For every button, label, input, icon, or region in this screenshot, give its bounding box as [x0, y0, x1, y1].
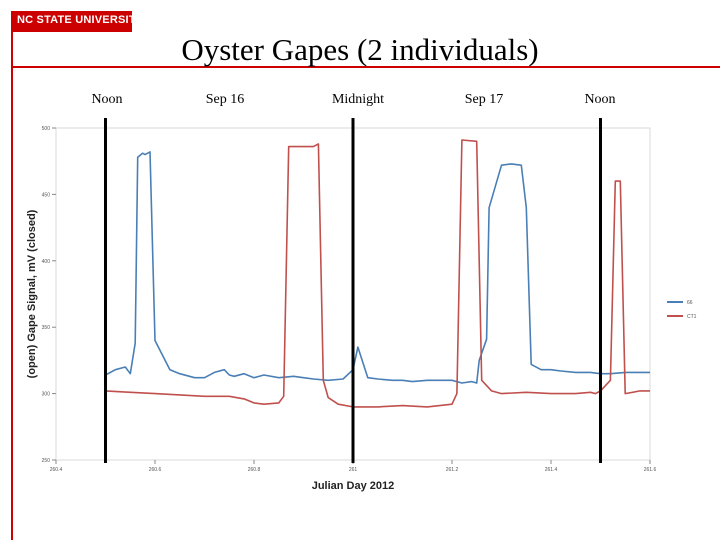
- left-accent-bar: [11, 32, 13, 540]
- y-tick-label: 300: [42, 392, 51, 398]
- x-tick-label: 260.4: [50, 467, 63, 473]
- time-label-sep-17: Sep 17: [464, 92, 504, 107]
- x-tick-label: 261.2: [446, 467, 459, 473]
- time-label-midnight: Midnight: [331, 92, 385, 107]
- legend-label: 66: [687, 300, 693, 306]
- legend-label: CT1: [687, 314, 697, 320]
- series-line-a: [105, 151, 650, 384]
- logo-text: NC STATE UNIVERSITY: [17, 14, 144, 26]
- x-tick-label: 261.4: [545, 467, 558, 473]
- time-label-sep-16: Sep 16: [205, 92, 245, 107]
- time-label-noon-2: Noon: [584, 92, 616, 107]
- x-tick-label: 260.8: [248, 467, 261, 473]
- slide-title: Oyster Gapes (2 individuals): [181, 32, 539, 67]
- x-tick-label: 260.6: [149, 467, 162, 473]
- time-label-noon-1: Noon: [91, 92, 123, 107]
- y-tick-label: 500: [42, 126, 51, 132]
- y-tick-label: 450: [42, 192, 51, 198]
- y-tick-label: 400: [42, 259, 51, 265]
- x-tick-label: 261.6: [644, 467, 657, 473]
- x-axis-label: Julian Day 2012: [312, 480, 395, 492]
- y-tick-label: 350: [42, 325, 51, 331]
- y-axis-label: (open) Gape Signal, mV (closed): [26, 209, 38, 378]
- university-logo: NC STATE UNIVERSITY: [11, 11, 143, 32]
- y-tick-label: 250: [42, 458, 51, 464]
- series-line-b: [105, 139, 650, 408]
- header-divider: [11, 66, 720, 68]
- x-tick-label: 261: [349, 467, 358, 473]
